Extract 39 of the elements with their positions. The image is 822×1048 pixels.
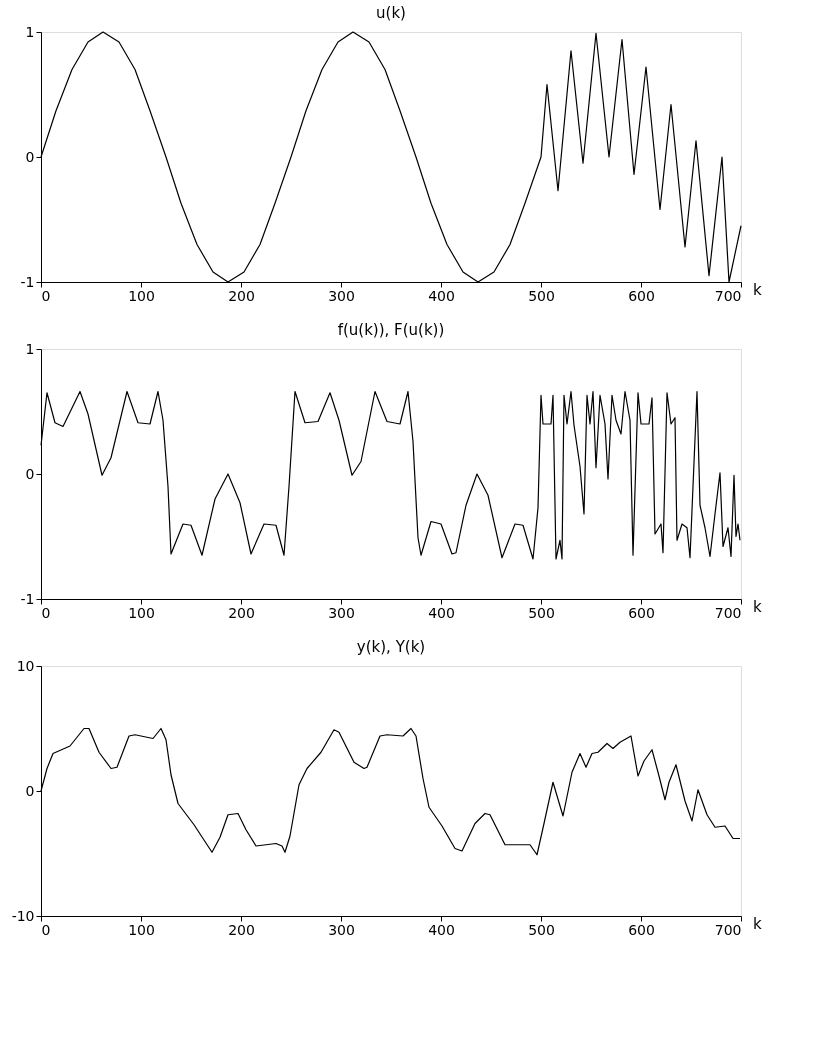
x-tick-label: 200: [228, 604, 255, 621]
y-tick-label: -1: [20, 273, 35, 290]
x-tick-label: 100: [128, 287, 155, 304]
chart-title: y(k), Y(k): [356, 638, 426, 656]
x-axis-title: k: [753, 915, 762, 933]
x-tick-label: 600: [628, 921, 655, 938]
x-tick-label: 700: [714, 921, 742, 938]
x-tick-label: 600: [628, 604, 655, 621]
x-tick-label: 500: [528, 604, 555, 621]
x-axis-title: k: [753, 281, 762, 299]
x-tick-label: 400: [428, 921, 455, 938]
x-tick-label: 700: [714, 604, 742, 621]
x-tick-label: 0: [41, 921, 51, 938]
chart-title: u(k): [376, 4, 406, 22]
y-tick-label: -10: [11, 907, 35, 924]
x-tick-label: 400: [428, 604, 455, 621]
x-axis-title: k: [753, 598, 762, 616]
x-tick-label: 0: [41, 604, 51, 621]
y-tick-label: 1: [25, 23, 35, 40]
x-tick-label: 200: [228, 921, 255, 938]
x-tick-label: 600: [628, 287, 655, 304]
x-tick-label: 300: [328, 604, 355, 621]
y-tick-label: 0: [25, 465, 35, 482]
x-tick-label: 100: [128, 921, 155, 938]
x-tick-label: 300: [328, 921, 355, 938]
y-tick-label: 1: [25, 340, 35, 357]
x-tick-label: 200: [228, 287, 255, 304]
x-tick-label: 300: [328, 287, 355, 304]
y-tick-label: -1: [20, 590, 35, 607]
y-tick-label: 10: [16, 657, 35, 674]
x-tick-label: 100: [128, 604, 155, 621]
y-tick-label: 0: [25, 782, 35, 799]
chart-title: f(u(k)), F(u(k)): [337, 321, 445, 339]
x-tick-label: 400: [428, 287, 455, 304]
y-tick-label: 0: [25, 148, 35, 165]
x-tick-label: 0: [41, 287, 51, 304]
x-tick-label: 500: [528, 921, 555, 938]
x-tick-label: 500: [528, 287, 555, 304]
x-tick-label: 700: [714, 287, 742, 304]
